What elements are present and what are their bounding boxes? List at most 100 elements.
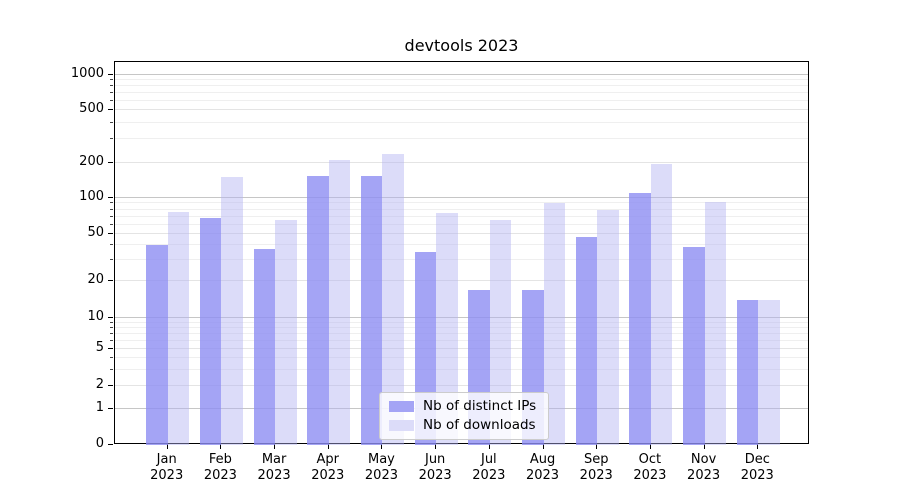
y-minor-tick-mark-400: [110, 121, 113, 123]
bar-nb-of-distinct-ips-apr: [307, 175, 329, 445]
y-minor-tick-mark-7: [110, 332, 113, 334]
y-tick-mark-10: [108, 317, 113, 318]
y-tick-label-100: 100: [79, 189, 104, 204]
y-minor-tick-mark-4: [110, 357, 113, 358]
legend-label-distinct-ips: Nb of distinct IPs: [423, 398, 537, 414]
y-tick-label-50: 50: [87, 225, 104, 240]
y-tick-label-10: 10: [87, 309, 104, 324]
gridline-1000: [115, 74, 808, 75]
y-tick-mark-5: [108, 348, 113, 349]
y-minor-tick-mark-800: [110, 85, 113, 87]
gridline-minor: [115, 99, 808, 101]
legend: Nb of distinct IPs Nb of downloads: [379, 392, 550, 440]
x-tick-mark-apr: [327, 444, 329, 449]
bar-nb-of-distinct-ips-mar: [253, 249, 276, 445]
bar-nb-of-downloads-dec: [758, 300, 780, 445]
bar-nb-of-downloads-aug: [543, 203, 566, 445]
y-tick-mark-0: [108, 444, 113, 445]
gridline-minor: [115, 92, 808, 93]
bar-nb-of-distinct-ips-dec: [736, 300, 759, 445]
gridline-minor: [115, 215, 808, 217]
y-tick-label-2: 2: [95, 377, 104, 392]
plot-area: [114, 61, 809, 445]
legend-swatch-downloads: [389, 419, 414, 431]
y-tick-label-500: 500: [79, 101, 104, 116]
x-tick-label-nov: Nov 2023: [687, 452, 721, 483]
x-tick-label-oct: Oct 2023: [633, 452, 667, 483]
y-tick-mark-500: [108, 109, 113, 110]
y-minor-tick-mark-80: [110, 208, 113, 210]
bar-nb-of-downloads-jul: [489, 219, 512, 445]
y-minor-tick-mark-70: [110, 215, 113, 217]
bar-nb-of-downloads-may: [382, 154, 404, 445]
y-minor-tick-mark-30: [110, 259, 113, 261]
x-tick-mark-dec: [757, 444, 759, 449]
x-tick-mark-jan: [166, 444, 168, 449]
gridline-minor: [115, 259, 808, 261]
y-minor-tick-mark-900: [110, 79, 113, 81]
x-tick-label-jan: Jan 2023: [150, 452, 184, 483]
x-tick-mark-aug: [542, 444, 544, 449]
x-tick-mark-mar: [274, 444, 276, 449]
gridline-minor: [115, 202, 808, 204]
x-tick-label-dec: Dec 2023: [740, 452, 774, 483]
gridline-minor: [115, 85, 808, 87]
bar-nb-of-downloads-oct: [650, 163, 673, 445]
y-minor-tick-mark-90: [110, 202, 113, 204]
gridline-10: [115, 317, 808, 318]
y-tick-label-200: 200: [79, 153, 104, 169]
gridline-minor: [115, 79, 808, 81]
gridline-minor: [115, 223, 808, 225]
y-minor-tick-mark-60: [110, 223, 113, 225]
y-tick-label-20: 20: [87, 272, 104, 287]
bar-nb-of-distinct-ips-may: [360, 175, 383, 445]
y-tick-mark-200: [108, 161, 113, 163]
x-tick-mark-jun: [435, 444, 437, 449]
x-tick-mark-jul: [488, 444, 490, 449]
gridline-100: [115, 197, 808, 198]
bar-nb-of-distinct-ips-sep: [575, 237, 598, 445]
y-tick-mark-50: [108, 233, 113, 234]
gridline-200: [115, 161, 808, 163]
y-minor-tick-mark-3: [110, 368, 113, 370]
bar-nb-of-downloads-jan: [167, 212, 190, 445]
x-tick-label-feb: Feb 2023: [203, 452, 237, 483]
y-minor-tick-mark-6: [110, 339, 113, 341]
legend-label-downloads: Nb of downloads: [423, 417, 536, 433]
bar-nb-of-distinct-ips-feb: [199, 218, 222, 445]
gridline-minor: [115, 339, 808, 341]
gridline-minor: [115, 368, 808, 370]
y-tick-mark-1000: [108, 74, 113, 75]
y-minor-tick-mark-9: [110, 321, 113, 323]
gridline-minor: [115, 326, 808, 328]
y-minor-tick-mark-40: [110, 244, 113, 246]
y-minor-tick-mark-8: [110, 326, 113, 328]
x-tick-label-jul: Jul 2023: [472, 452, 506, 483]
x-tick-label-may: May 2023: [364, 452, 398, 483]
x-tick-mark-may: [381, 444, 383, 449]
x-tick-mark-nov: [703, 444, 705, 449]
gridline-minor: [115, 208, 808, 210]
legend-swatch-distinct-ips: [389, 400, 414, 412]
gridline-minor: [115, 357, 808, 358]
gridline-minor: [115, 138, 808, 140]
x-tick-label-apr: Apr 2023: [311, 452, 345, 483]
y-tick-label-1: 1: [95, 400, 104, 415]
x-tick-label-sep: Sep 2023: [579, 452, 613, 483]
bar-nb-of-downloads-feb: [221, 177, 243, 445]
y-tick-mark-2: [108, 385, 113, 386]
bar-nb-of-downloads-apr: [328, 159, 351, 445]
y-minor-tick-mark-600: [110, 99, 113, 101]
y-tick-mark-1: [108, 408, 113, 409]
bar-nb-of-downloads-mar: [275, 220, 297, 445]
y-minor-tick-mark-300: [110, 138, 113, 140]
y-tick-label-0: 0: [95, 436, 104, 451]
gridline-2: [115, 385, 808, 386]
x-tick-mark-feb: [220, 444, 222, 449]
gridline-50: [115, 233, 808, 234]
bar-nb-of-downloads-sep: [597, 210, 619, 445]
gridline-500: [115, 109, 808, 110]
legend-item-distinct-ips: Nb of distinct IPs: [389, 398, 536, 414]
gridline-20: [115, 280, 808, 281]
